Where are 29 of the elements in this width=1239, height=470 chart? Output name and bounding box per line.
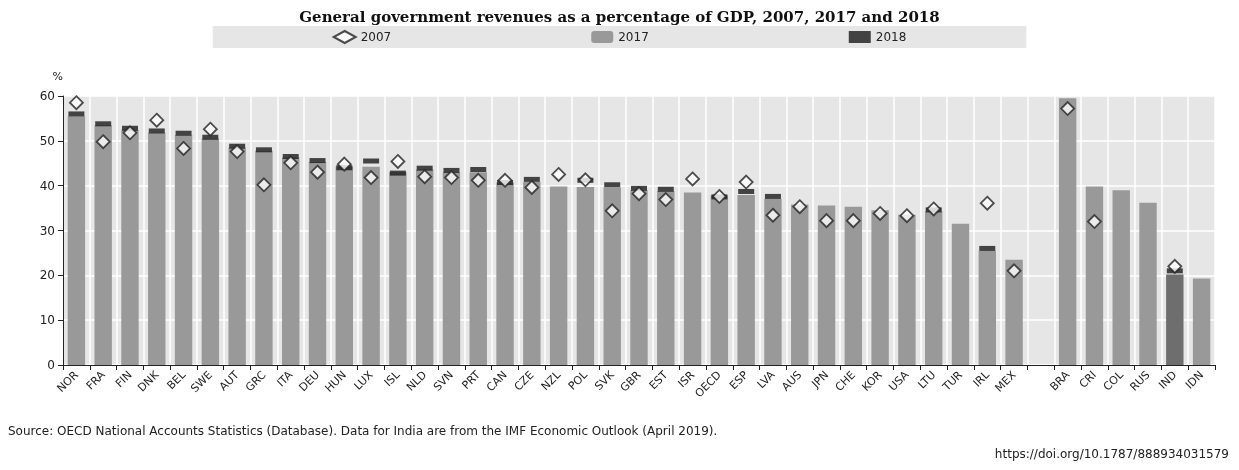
legend-label: 2017: [618, 30, 649, 44]
y-tick-label: 0: [47, 358, 55, 372]
x-tick-label: CRI: [1076, 368, 1100, 391]
x-tick-label: USA: [886, 368, 912, 394]
x-tick-label: LVA: [754, 368, 778, 392]
x-tick-label: IND: [1156, 368, 1180, 392]
y-tick-label: 40: [39, 178, 55, 193]
x-tick-label: POL: [565, 367, 591, 393]
y-axis-title: %: [52, 70, 63, 83]
x-tick-label: ESP: [727, 368, 752, 393]
x-tick-label: FRA: [83, 368, 109, 393]
x-tick-label: IRL: [970, 367, 993, 390]
x-tick-label: COL: [1100, 367, 1127, 394]
source-note: Source: OECD National Accounts Statistics (Database). Data for India are from the IMF Economic Outlook (April 2019).: [8, 424, 718, 438]
x-tick-label: TUR: [939, 368, 966, 395]
legend-label: 2007: [360, 30, 392, 44]
legend-label: 2018: [875, 30, 907, 44]
y-tick-label: 50: [39, 133, 55, 148]
x-tick-label: BEL: [164, 367, 189, 393]
y-tick-label: 10: [39, 313, 55, 328]
y-tick-label: 60: [39, 89, 55, 103]
x-tick-label: ISL: [381, 367, 404, 390]
y-tick-label: 30: [39, 223, 55, 238]
x-tick-label: FIN: [112, 368, 135, 391]
y-tick-label: 20: [39, 268, 55, 283]
x-tick-label: NZL: [538, 367, 564, 394]
x-tick-label: ITA: [274, 368, 296, 390]
chart-title: General government revenues as a percentage of GDP, 2007, 2017 and 2018: [299, 7, 940, 26]
text: https://doi.org/10.1787/888934031579: [994, 447, 1230, 461]
